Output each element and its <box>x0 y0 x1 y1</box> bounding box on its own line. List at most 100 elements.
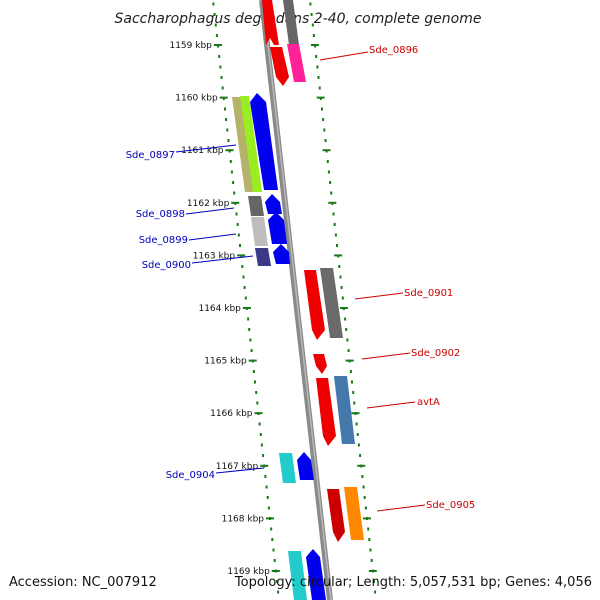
ruler-dot <box>243 286 246 289</box>
gene-arrow-sde-0897-c[interactable] <box>250 93 278 190</box>
ruler-dot <box>239 244 241 247</box>
ruler-dot <box>329 181 332 184</box>
ruler-dot <box>262 454 265 457</box>
ruler-dot <box>271 538 274 541</box>
ruler-dot <box>339 275 342 279</box>
ruler-tick-label: 1169 kbp <box>227 567 270 577</box>
gene-arrow-sde-0899-b[interactable] <box>268 212 287 244</box>
ruler-dot <box>241 265 244 268</box>
ruler-dot <box>258 422 261 426</box>
gene-label-sde-0900[interactable]: Sde_0900 <box>142 260 191 271</box>
gene-arrow-sde-0897-b[interactable] <box>240 96 262 192</box>
gene-arrow[interactable] <box>262 0 279 45</box>
ruler-dot <box>235 212 238 216</box>
gene-arrow-sde-0898-b[interactable] <box>265 194 282 214</box>
ruler-dot <box>311 23 314 27</box>
gene-label-sde-0898[interactable]: Sde_0898 <box>136 209 185 220</box>
ruler-dot <box>248 328 251 331</box>
gene-arrow-avta-b[interactable] <box>334 376 355 444</box>
gene-arrow[interactable] <box>283 0 299 45</box>
ruler-dot <box>338 265 341 268</box>
gene-arrow-sde-0899-a[interactable] <box>251 217 268 246</box>
gene-arrow-sde-0901-b[interactable] <box>320 268 343 338</box>
ruler-ticks: 1159 kbp 1160 kbp 1161 kbp 1162 kbp 1163 kbp… <box>169 41 377 577</box>
chromosome-backbone <box>259 0 333 600</box>
ruler-dot <box>265 485 268 489</box>
ruler-dot <box>219 65 222 69</box>
gene-arrow-sde-0900-b[interactable] <box>273 244 290 264</box>
gene-arrow[interactable] <box>287 44 306 82</box>
gene-label-sde-0904[interactable]: Sde_0904 <box>166 470 215 481</box>
ruler-dot <box>212 2 215 6</box>
ruler-dot <box>226 128 229 132</box>
ruler-dot <box>267 506 270 510</box>
gene-arrow[interactable] <box>306 549 326 600</box>
ruler-dot <box>229 160 232 163</box>
ruler-dot <box>254 380 256 384</box>
ruler-dot <box>368 538 371 541</box>
gene-arrow-sde-0904-b[interactable] <box>297 452 314 480</box>
ruler-dot <box>230 170 233 174</box>
ruler-dot <box>247 317 250 321</box>
gene-arrow-sde-0900-a[interactable] <box>255 248 271 266</box>
ruler-dot <box>318 86 321 90</box>
ruler-dot <box>225 118 228 121</box>
topology-text: Topology: circular; Length: 5,057,531 bp… <box>234 575 592 590</box>
gene-arrow[interactable] <box>288 551 307 600</box>
ruler-tick-label: 1164 kbp <box>198 304 241 314</box>
gene-arrow-sde-0902[interactable] <box>313 354 327 374</box>
gene-label-sde-0897[interactable]: Sde_0897 <box>126 150 175 161</box>
gene-label-avta[interactable]: avtA <box>417 397 440 408</box>
ruler-dot <box>361 475 364 478</box>
ruler-tick-label: 1163 kbp <box>193 251 236 261</box>
ruler-dot <box>326 160 329 163</box>
ruler-dot <box>215 34 218 37</box>
ruler-tick-label: 1160 kbp <box>175 94 218 104</box>
gene-features <box>232 0 364 600</box>
ruler-tick-label: 1162 kbp <box>187 199 230 209</box>
ruler-dot <box>369 548 372 552</box>
gene-label-sde-0899[interactable]: Sde_0899 <box>139 235 188 246</box>
gene-labels: Sde_0896 Sde_0897 Sde_0898 Sde_0899 Sde_… <box>126 45 475 512</box>
ruler-dot <box>373 580 375 583</box>
ruler-dot <box>260 443 263 447</box>
gene-label-sde-0896[interactable]: Sde_0896 <box>369 45 418 56</box>
ruler-dot <box>367 527 370 531</box>
ruler-dot <box>356 433 359 436</box>
gene-arrow-sde-0904-a[interactable] <box>279 453 296 483</box>
ruler-dot <box>213 13 216 16</box>
gene-label-sde-0902[interactable]: Sde_0902 <box>411 348 460 359</box>
gene-arrow-sde-0901-a[interactable] <box>304 270 325 340</box>
ruler-dot <box>220 76 223 79</box>
ruler-dot <box>224 107 226 111</box>
ruler-dot <box>316 65 319 69</box>
ruler-dot <box>351 380 353 384</box>
ruler-dot <box>332 212 335 216</box>
ruler-dot <box>272 548 275 552</box>
ruler-dot <box>374 590 377 594</box>
ruler-dot <box>357 443 360 447</box>
gene-arrow-sde-0898-a[interactable] <box>248 196 264 216</box>
gene-arrow-sde-0905-a[interactable] <box>327 489 345 542</box>
ruler-dot <box>276 580 278 583</box>
gene-arrow-sde-0905-b[interactable] <box>344 487 364 540</box>
gene-arrow-sde-0897-a[interactable] <box>232 97 254 192</box>
gene-arrow[interactable] <box>270 47 289 86</box>
ruler-dot <box>259 433 262 436</box>
ruler-tick-label: 1161 kbp <box>181 146 224 156</box>
ruler-tick-label: 1165 kbp <box>204 357 247 367</box>
ruler-dot <box>349 370 352 373</box>
ruler-dot <box>370 559 373 562</box>
ruler-dot <box>327 170 330 174</box>
gene-arrow-avta-a[interactable] <box>316 378 336 446</box>
ruler-dot <box>233 191 236 195</box>
ruler-dot <box>310 13 313 16</box>
ruler-tick-label: 1168 kbp <box>222 514 265 524</box>
gene-label-sde-0905[interactable]: Sde_0905 <box>426 500 475 511</box>
ruler-dot <box>321 107 323 111</box>
ruler-dot <box>273 559 276 562</box>
ruler-dot <box>256 401 259 405</box>
gene-label-sde-0901[interactable]: Sde_0901 <box>404 288 453 299</box>
